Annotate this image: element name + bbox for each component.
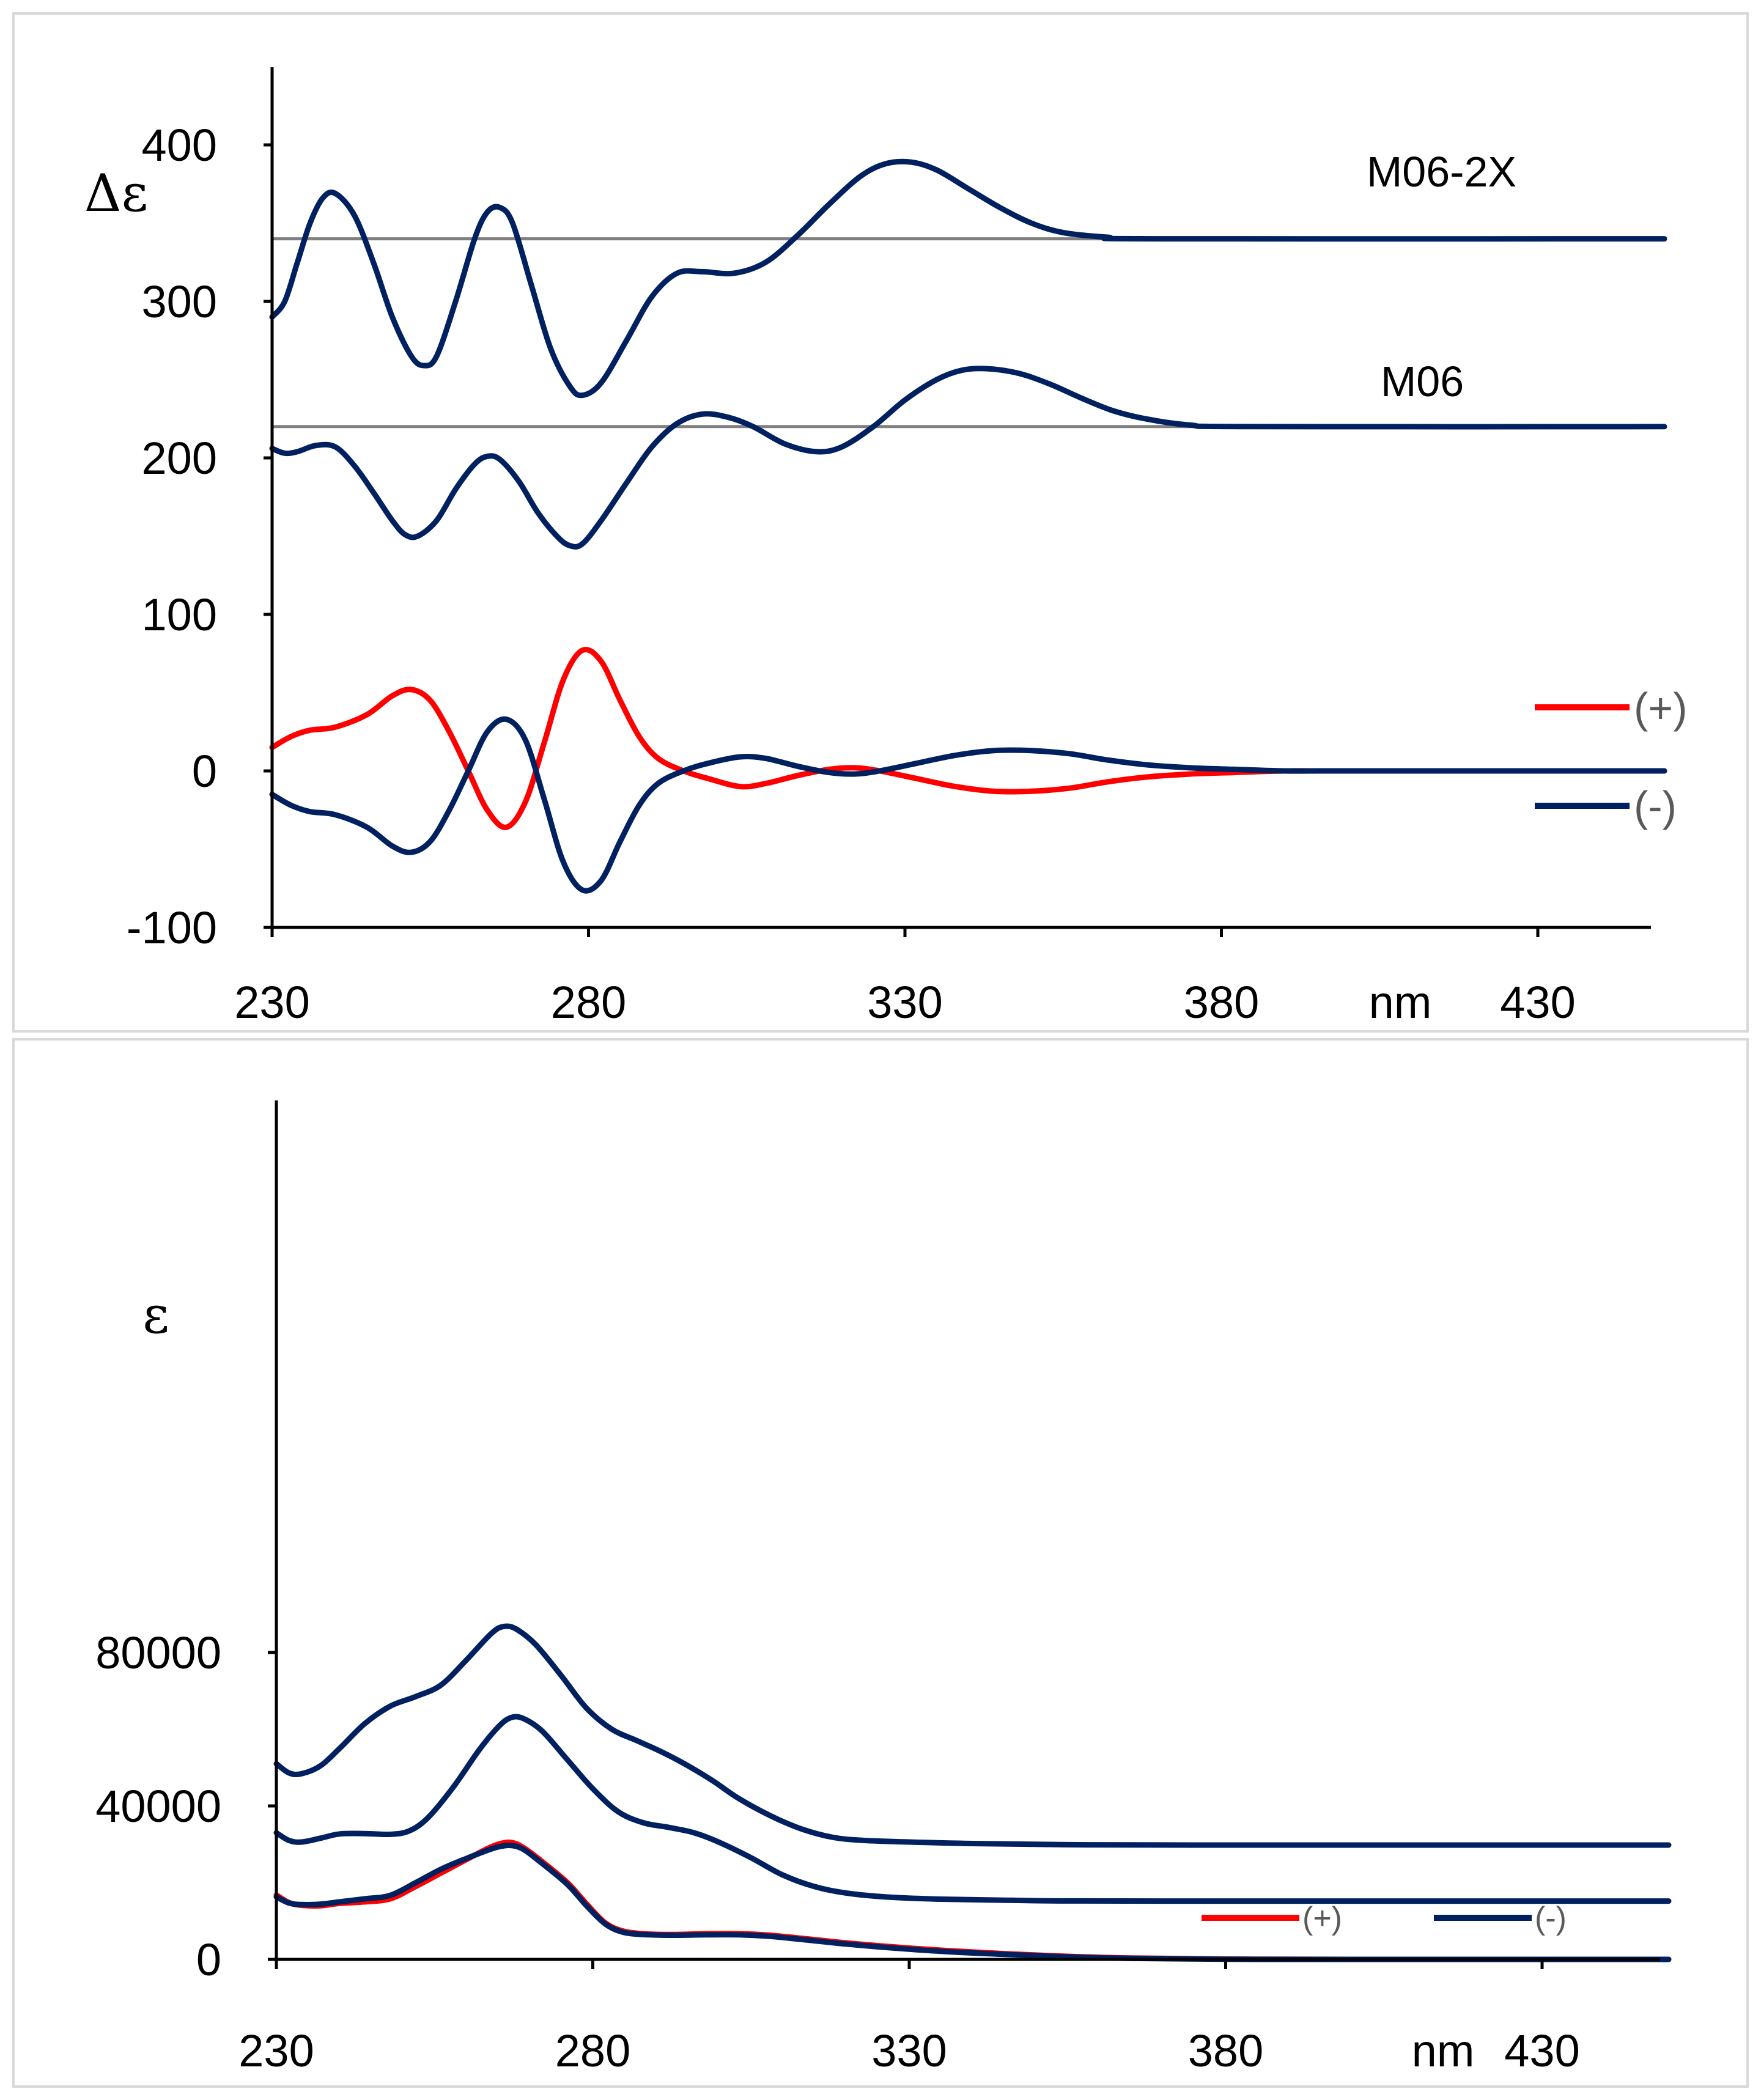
series-line-m06 [269, 366, 1667, 550]
x-axis-title: nm [1369, 977, 1432, 1028]
series-line-m06-2x [269, 158, 1667, 399]
series-line-minus [269, 716, 1667, 894]
y-tick-label: 100 [142, 589, 217, 640]
legend-label-plus: (+) [1302, 1901, 1342, 1936]
cd-spectrum-chart: -100 0 100 200 300 400 230 280 330 380 430 Δε M06-… [84, 67, 1688, 1028]
x-tick-label: 280 [555, 2025, 630, 2076]
x-axis-title: nm [1412, 2025, 1475, 2076]
y-tick-label: 0 [192, 746, 217, 797]
x-tick-label: 230 [238, 2025, 314, 2076]
bottom-panel-frame [12, 1038, 1749, 2088]
uv-spectrum-chart: 0 40000 80000 230 280 330 380 430 ε nm (+) (-) [95, 1100, 1672, 2076]
series-group [273, 1623, 1672, 1962]
y-axis-title: Δε [84, 163, 148, 223]
y-axis-title: ε [142, 1285, 169, 1345]
legend: (+) (-) [1535, 684, 1688, 830]
axes-group: 0 40000 80000 230 280 330 380 430 [95, 1100, 1660, 2076]
legend-label-minus: (-) [1634, 783, 1677, 830]
legend-label-plus: (+) [1634, 684, 1688, 732]
axes-group: -100 0 100 200 300 400 230 280 330 380 430 [127, 67, 1651, 1028]
top-panel-frame [12, 12, 1749, 1033]
x-tick-label: 330 [867, 977, 942, 1028]
y-tick-label: 0 [196, 1934, 221, 1985]
x-tick-label: 280 [551, 977, 626, 1028]
x-tick-label: 430 [1504, 2025, 1579, 2076]
x-tick-label: 430 [1500, 977, 1575, 1028]
y-tick-label: 80000 [95, 1627, 221, 1678]
annotation-m06-2x: M06-2X [1367, 148, 1516, 196]
y-tick-label: 200 [142, 433, 217, 484]
series-line-m06-2x [273, 1623, 1672, 1848]
x-tick-label: 230 [234, 977, 309, 1028]
annotation-m06: M06 [1381, 358, 1464, 405]
series-line-m06 [273, 1714, 1672, 1904]
y-tick-label: 400 [142, 120, 217, 171]
x-tick-label: 380 [1188, 2025, 1263, 2076]
series-group [269, 158, 1667, 894]
y-tick-label: -100 [127, 902, 217, 953]
x-tick-label: 330 [871, 2025, 947, 2076]
legend-label-minus: (-) [1535, 1901, 1567, 1936]
y-tick-label: 300 [142, 276, 217, 327]
y-tick-label: 40000 [95, 1781, 221, 1832]
x-tick-label: 380 [1184, 977, 1259, 1028]
legend: (+) (-) [1202, 1901, 1567, 1936]
